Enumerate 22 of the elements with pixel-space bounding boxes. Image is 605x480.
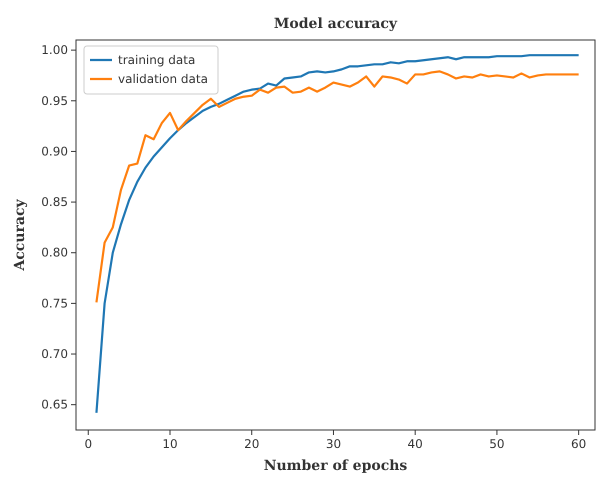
y-tick-label: 0.95: [41, 94, 68, 108]
line-series: [95, 70, 580, 304]
legend-label: validation data: [118, 72, 208, 86]
x-tick-label: 0: [84, 437, 92, 451]
x-tick-label: 30: [326, 437, 342, 451]
x-tick-label: 10: [162, 437, 178, 451]
chart-title: Model accuracy: [274, 16, 398, 32]
x-tick-label: 40: [408, 437, 423, 451]
y-tick-label: 0.75: [41, 296, 68, 310]
y-axis-title: Accuracy: [12, 198, 28, 272]
y-tick-label: 0.90: [41, 144, 68, 158]
legend-label: training data: [118, 53, 196, 67]
y-tick-label: 0.70: [41, 347, 68, 362]
y-tick-label: 0.65: [41, 398, 68, 412]
y-tick-label: 0.80: [41, 246, 68, 260]
x-tick-label: 50: [489, 437, 505, 451]
y-tick-label: 1.00: [41, 43, 68, 58]
x-tick-label: 20: [244, 437, 260, 451]
y-tick-label: 0.85: [41, 195, 68, 210]
line-series: [95, 54, 580, 414]
x-axis-title: Number of epochs: [264, 458, 408, 474]
x-tick-label: 60: [571, 437, 586, 451]
